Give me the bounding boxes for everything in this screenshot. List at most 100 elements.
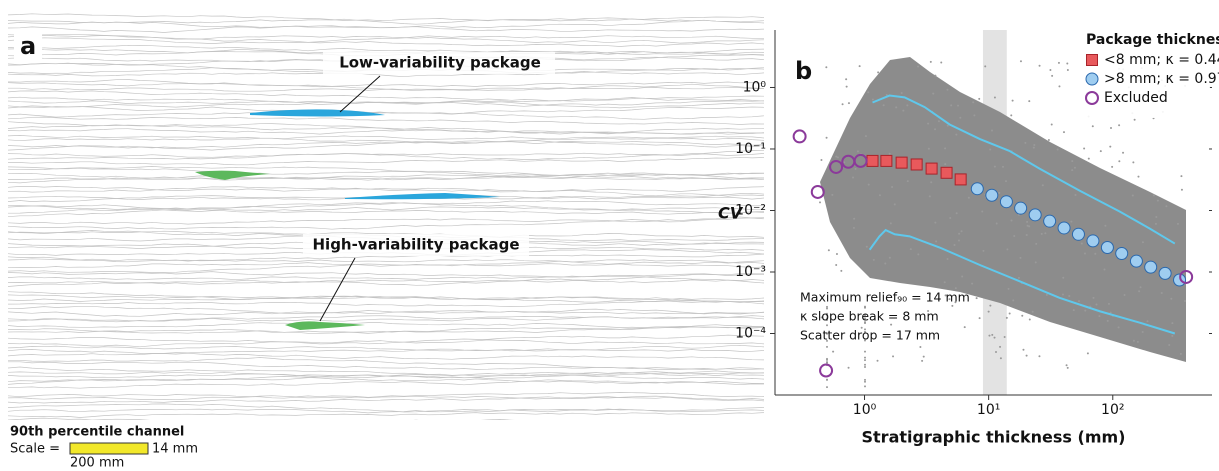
y-tick-label: 10⁻³ <box>735 264 766 280</box>
cloud-dot <box>889 222 892 225</box>
stratum-line <box>8 361 765 370</box>
cloud-dot <box>1154 222 1157 225</box>
cloud-dot <box>946 88 949 91</box>
cloud-dot <box>989 304 992 307</box>
cloud-dot <box>1017 276 1020 279</box>
annotation: Scatter drop = 17 mm <box>800 328 940 343</box>
circle-marker <box>1129 254 1143 268</box>
stratum-line <box>8 34 765 47</box>
stratum-line <box>8 116 765 125</box>
circle-marker <box>1085 91 1099 105</box>
cloud-dot <box>1152 194 1155 197</box>
stratum-line <box>8 97 765 104</box>
cloud-dot <box>1034 261 1037 264</box>
cloud-dot <box>900 91 903 94</box>
cloud-dot <box>885 93 888 96</box>
x-tick-label: 10¹ <box>977 402 1000 418</box>
cloud-dot <box>1072 309 1075 312</box>
cloud-dot <box>935 240 938 243</box>
cloud-dot <box>1025 234 1028 237</box>
cloud-dot <box>864 359 866 362</box>
cloud-dot <box>847 366 850 369</box>
stratum-line <box>8 100 765 109</box>
cloud-dot <box>841 103 844 106</box>
cloud-dot <box>826 378 828 381</box>
cloud-dot <box>954 287 957 290</box>
cloud-dot <box>902 109 905 112</box>
legend-label: <8 mm; κ = 0.44 <box>1104 52 1219 68</box>
cloud-dot <box>1028 318 1031 321</box>
cloud-dot <box>1078 300 1081 303</box>
cloud-dot <box>1005 180 1008 183</box>
cloud-dot <box>826 358 828 361</box>
cloud-dot <box>864 378 866 381</box>
cloud-dot <box>1019 60 1022 63</box>
cloud-dot <box>864 135 867 138</box>
cloud-dot <box>1031 310 1034 313</box>
cloud-dot <box>891 186 894 189</box>
cloud-dot <box>826 339 828 342</box>
legend-bg <box>1080 28 1210 118</box>
cloud-dot <box>963 326 966 329</box>
annotation: Low-variability package <box>339 54 541 72</box>
circle-marker <box>829 159 844 174</box>
scale-prefix: Scale = <box>10 442 60 457</box>
cloud-dot <box>1051 74 1054 77</box>
cloud-dot <box>1109 145 1112 148</box>
cloud-dot <box>1092 296 1095 299</box>
cloud-dot <box>948 298 951 301</box>
cloud-dot <box>1022 348 1025 351</box>
legend-title: Package thickness <box>1086 32 1219 48</box>
cloud-dot <box>995 222 998 225</box>
cloud-dot <box>1025 354 1028 357</box>
cloud-dot <box>826 324 828 327</box>
stratum-line <box>8 366 765 376</box>
stratum-line <box>8 35 764 44</box>
cloud-dot <box>1137 175 1140 178</box>
cloud-dot <box>1156 199 1159 202</box>
cloud-dot <box>988 334 991 337</box>
stratum-line <box>8 230 765 238</box>
legend-label: >8 mm; κ = 0.97 <box>1104 71 1219 87</box>
square-marker <box>880 154 893 167</box>
annotation: High-variability package <box>313 236 520 254</box>
cloud-dot <box>1066 366 1069 369</box>
cloud-dot <box>1086 352 1089 355</box>
cloud-dot <box>1026 224 1029 227</box>
cloud-dot <box>1074 194 1077 197</box>
cloud-dot <box>1136 340 1139 343</box>
cloud-dot <box>1028 100 1031 103</box>
cloud-dot <box>1117 326 1120 329</box>
cloud-dot <box>836 156 839 159</box>
cloud-dot <box>984 65 987 68</box>
cloud-dot <box>1083 147 1086 150</box>
stratum-line <box>8 322 765 328</box>
cloud-dot <box>978 97 981 100</box>
cloud-dot <box>953 243 956 246</box>
cloud-dot <box>826 307 828 310</box>
stratum-line <box>8 79 765 87</box>
cloud-dot <box>826 345 828 348</box>
circle-marker <box>985 188 999 202</box>
cloud-dot <box>864 317 866 320</box>
cloud-dot <box>950 104 953 107</box>
cloud-dot <box>978 317 981 320</box>
cloud-dot <box>1024 141 1027 144</box>
stratum-line <box>8 166 764 179</box>
stratum-line <box>8 417 515 420</box>
cloud-dot <box>1071 160 1074 163</box>
cloud-dot <box>1139 286 1142 289</box>
stratum-line <box>8 392 765 401</box>
stratum-line <box>8 334 765 348</box>
cloud-dot <box>944 294 947 297</box>
cloud-dot <box>937 120 940 123</box>
high-variability-package <box>285 321 365 330</box>
cloud-dot <box>1080 242 1083 245</box>
cloud-dot <box>1095 303 1098 306</box>
cloud-dot <box>940 61 943 64</box>
cloud-dot <box>1104 224 1107 227</box>
cloud-dot <box>1171 322 1174 325</box>
cloud-dot <box>967 196 970 199</box>
cloud-dot <box>820 158 823 161</box>
cloud-dot <box>847 102 850 105</box>
